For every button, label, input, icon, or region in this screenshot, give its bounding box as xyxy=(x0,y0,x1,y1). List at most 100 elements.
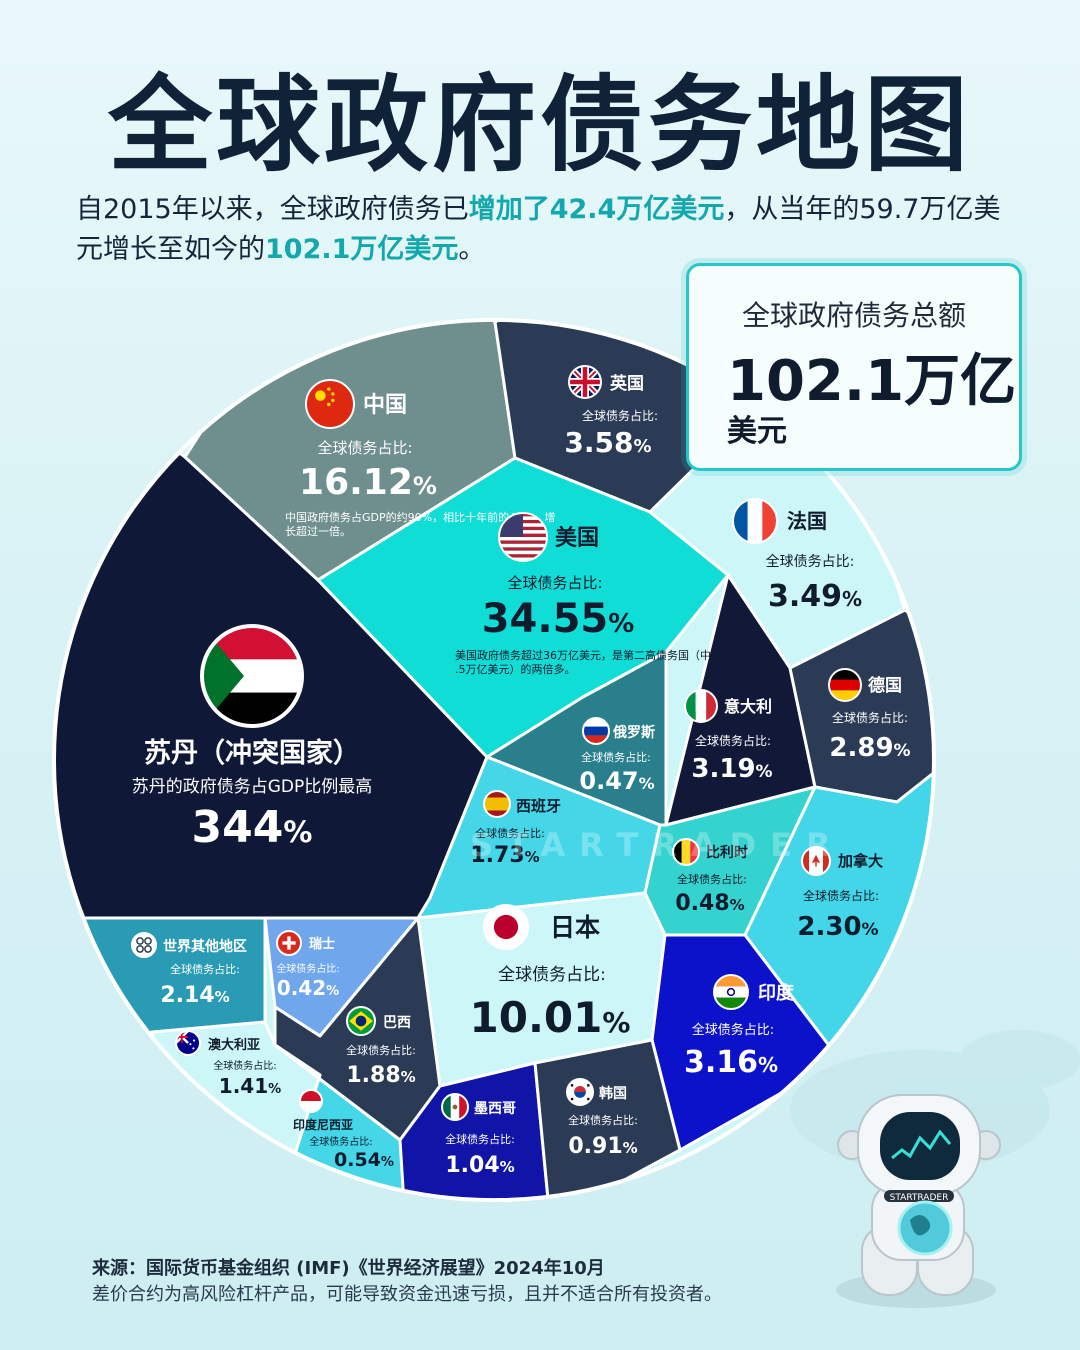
uk-flag-icon xyxy=(568,365,602,399)
label-china-share-caption: 全球债务占比: xyxy=(317,439,412,457)
label-uk-value: 3.58% xyxy=(564,426,651,459)
total-debt-value: 102.1万亿 xyxy=(727,349,1017,414)
label-sudan-subtitle: 苏丹的政府债务占GDP比例最高 xyxy=(132,777,373,797)
label-italy-value: 3.19% xyxy=(691,754,772,784)
label-rest-share-caption: 全球债务占比: xyxy=(170,962,240,976)
label-usa-name: 美国 xyxy=(555,525,599,551)
label-india-share-caption: 全球债务占比: xyxy=(692,1022,774,1038)
label-italy-name: 意大利 xyxy=(724,697,772,716)
australia-flag-icon xyxy=(175,1030,201,1056)
label-belgium-share-caption: 全球债务占比: xyxy=(677,872,747,886)
label-korea-share-caption: 全球债务占比: xyxy=(568,1113,638,1127)
usa-flag-icon xyxy=(498,512,548,562)
label-uk-share-caption: 全球债务占比: xyxy=(582,408,658,423)
label-canada-share-caption: 全球债务占比: xyxy=(803,888,879,903)
label-usa-note: 美国政府债务超过36万亿美元，是第二高债务国（中国，16.5万亿美元）的两倍多。 xyxy=(455,648,747,676)
globe-flag-icon xyxy=(131,932,157,958)
label-russia-share-caption: 全球债务占比: xyxy=(581,750,651,764)
total-debt-unit: 美元 xyxy=(727,414,787,449)
label-indonesia-share-caption: 全球债务占比: xyxy=(309,1135,372,1148)
label-russia-value: 0.47% xyxy=(579,767,654,795)
disclaimer-note: 差价合约为高风险杠杆产品，可能导致资金迅速亏损，且并不适合所有投资者。 xyxy=(92,1284,722,1305)
label-china-name: 中国 xyxy=(363,393,407,418)
canada-flag-icon xyxy=(801,846,831,876)
intro-text: 自2015年以来，全球政府债务已增加了42.4万亿美元，从当年的59.7万亿美元… xyxy=(76,190,1016,270)
spain-flag-icon xyxy=(483,790,511,818)
label-china-value: 16.12% xyxy=(299,462,437,503)
label-switzerland-value: 0.42% xyxy=(277,976,339,1000)
label-russia-name: 俄罗斯 xyxy=(612,724,655,741)
label-korea-name: 韩国 xyxy=(599,1085,627,1102)
france-flag-icon xyxy=(732,498,778,544)
label-mexico-share-caption: 全球债务占比: xyxy=(445,1132,515,1146)
watermark-text: STARTRADER xyxy=(470,826,845,864)
india-flag-icon xyxy=(713,974,749,1010)
label-spain-value: 1.73% xyxy=(470,843,539,868)
japan-flag-icon xyxy=(483,904,529,950)
label-indonesia-name: 印度尼西亚 xyxy=(293,1117,353,1132)
italy-flag-icon xyxy=(684,689,718,723)
mexico-flag-icon xyxy=(441,1093,469,1121)
label-belgium-name: 比利时 xyxy=(706,844,748,861)
label-sudan-value: 344% xyxy=(192,802,313,853)
label-spain-name: 西班牙 xyxy=(516,797,561,815)
russia-flag-icon xyxy=(582,717,610,745)
label-canada-value: 2.30% xyxy=(797,912,878,942)
label-canada-name: 加拿大 xyxy=(837,852,883,870)
label-australia-value: 1.41% xyxy=(219,1074,281,1098)
label-switzerland-share-caption: 全球债务占比: xyxy=(276,962,339,975)
indonesia-flag-icon xyxy=(299,1089,323,1113)
label-usa-share-caption: 全球债务占比: xyxy=(507,574,602,592)
intro-highlight-total: 102.1万亿美元 xyxy=(265,234,459,265)
china-flag-icon xyxy=(305,379,355,429)
chart-circle-outline xyxy=(51,318,937,1202)
label-mexico-value: 1.04% xyxy=(445,1153,514,1178)
label-australia-name: 澳大利亚 xyxy=(208,1037,260,1053)
label-germany-name: 德国 xyxy=(868,675,902,696)
label-uk-name: 英国 xyxy=(610,373,644,394)
sudan-flag-icon xyxy=(200,624,304,728)
label-belgium-value: 0.48% xyxy=(675,891,744,916)
label-france-value: 3.49% xyxy=(768,579,862,614)
belgium-flag-icon xyxy=(672,838,700,866)
label-japan-name: 日本 xyxy=(550,913,600,942)
intro-part-3: 。 xyxy=(458,234,486,265)
label-india-value: 3.16% xyxy=(684,1045,778,1080)
total-debt-label: 全球政府债务总额 xyxy=(741,299,966,332)
intro-highlight-increase: 增加了42.4万亿美元 xyxy=(468,194,725,225)
label-france-name: 法国 xyxy=(787,509,827,533)
label-usa-value: 34.55% xyxy=(482,596,635,642)
label-france-share-caption: 全球债务占比: xyxy=(766,553,855,570)
label-brazil-name: 巴西 xyxy=(383,1015,411,1031)
label-korea-value: 0.91% xyxy=(568,1134,637,1159)
label-australia-share-caption: 全球债务占比: xyxy=(213,1059,276,1072)
korea-flag-icon xyxy=(566,1078,594,1106)
label-rest-name: 世界其他地区 xyxy=(163,938,247,955)
switzerland-flag-icon xyxy=(276,930,302,956)
label-spain-share-caption: 全球债务占比: xyxy=(475,826,545,840)
intro-part-2: ，从当年的59.7万亿美元增长至如今的 xyxy=(76,194,1001,265)
brazil-flag-icon xyxy=(346,1006,376,1036)
source-note: 来源：国际货币基金组织 (IMF)《世界经济展望》2024年10月 xyxy=(92,1258,605,1279)
label-sudan-name: 苏丹（冲突国家） xyxy=(144,737,360,769)
label-brazil-value: 1.88% xyxy=(346,1063,415,1088)
label-japan-value: 10.01% xyxy=(470,993,631,1042)
label-rest-value: 2.14% xyxy=(160,983,229,1008)
label-germany-value: 2.89% xyxy=(829,733,910,763)
cell-korea xyxy=(533,1038,682,1201)
label-brazil-share-caption: 全球债务占比: xyxy=(346,1043,416,1057)
label-italy-share-caption: 全球债务占比: xyxy=(695,733,771,748)
label-china-note: 中国政府债务占GDP的约90%，相比十年前的40%，增长超过一倍。 xyxy=(285,510,556,538)
label-mexico-name: 墨西哥 xyxy=(474,1101,516,1117)
label-indonesia-value: 0.54% xyxy=(334,1149,394,1171)
label-germany-share-caption: 全球债务占比: xyxy=(832,710,908,725)
cell-india xyxy=(650,933,842,1152)
page-title: 全球政府债务地图 xyxy=(107,64,972,186)
label-switzerland-name: 瑞士 xyxy=(309,936,335,952)
germany-flag-icon xyxy=(828,668,862,702)
label-india-name: 印度 xyxy=(758,982,795,1004)
label-japan-share-caption: 全球债务占比: xyxy=(498,965,606,985)
intro-part-1: 自2015年以来，全球政府债务已 xyxy=(76,194,469,225)
total-debt-card: 全球政府债务总额 102.1万亿 美元 xyxy=(686,263,1022,471)
